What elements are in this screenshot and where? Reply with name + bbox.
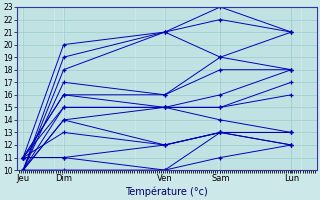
X-axis label: Température (°c): Température (°c) bbox=[125, 186, 208, 197]
